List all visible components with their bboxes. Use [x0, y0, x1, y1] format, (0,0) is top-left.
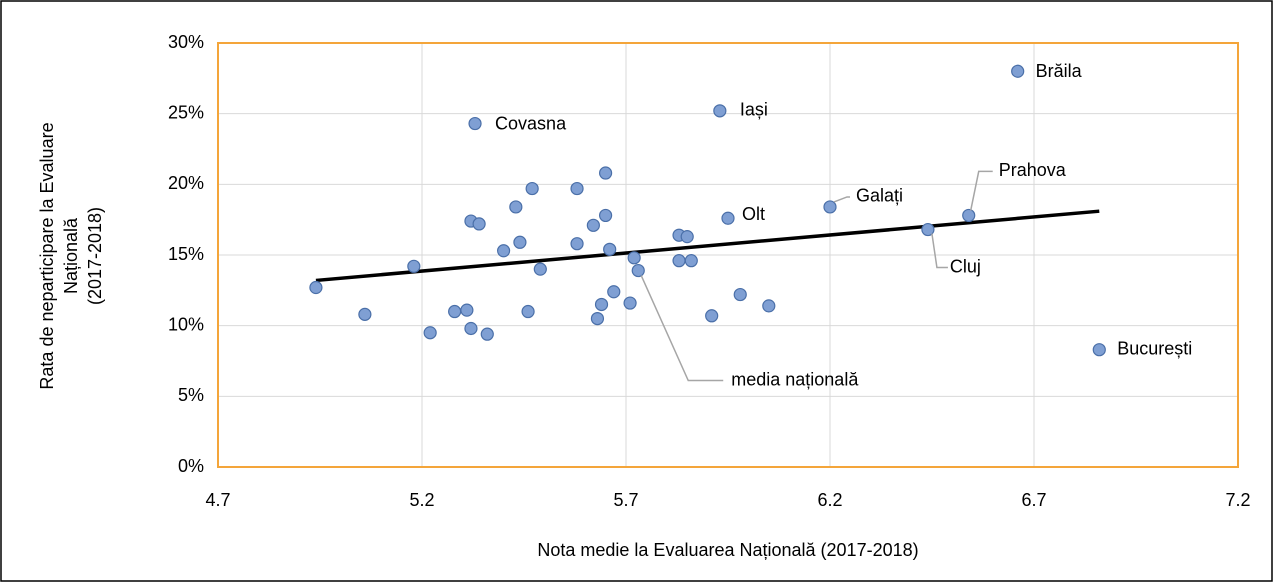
scatter-point [921, 222, 935, 237]
x-tick-label: 6.2 [817, 490, 842, 510]
scatter-point [460, 303, 474, 317]
point-label: Prahova [999, 160, 1067, 180]
y-axis-title-line: (2017-2018) [85, 207, 105, 305]
scatter-point [497, 244, 511, 258]
scatter-point [309, 280, 323, 295]
y-tick-label: 25% [168, 102, 204, 122]
scatter-point [623, 296, 637, 310]
point-label: Galați [856, 186, 903, 206]
leader-line [969, 170, 993, 211]
scatter-point [713, 104, 727, 118]
y-tick-label: 20% [168, 173, 204, 193]
point-label: Iași [740, 100, 768, 120]
scatter-point [684, 254, 698, 268]
scatter-point [721, 211, 735, 225]
scatter-point [733, 287, 747, 302]
scatter-point [1011, 64, 1025, 78]
point-label: Covasna [495, 113, 567, 133]
scatter-point [464, 321, 478, 336]
scatter-point [468, 116, 482, 131]
y-tick-label: 0% [178, 456, 204, 476]
scatter-point [407, 259, 421, 273]
scatter-point [603, 242, 617, 256]
x-tick-label: 5.7 [613, 490, 638, 510]
scatter-point [1092, 343, 1106, 357]
scatter-point [627, 251, 641, 265]
scatter-point [509, 200, 523, 214]
scatter-point [598, 208, 613, 223]
scatter-point [358, 307, 372, 321]
scatter-point [672, 254, 686, 268]
x-tick-label: 4.7 [205, 490, 230, 510]
scatter-point [525, 181, 539, 196]
y-tick-label: 15% [168, 244, 204, 264]
scatter-point [448, 304, 462, 319]
scatter-point [705, 309, 719, 323]
point-label: Olt [742, 204, 765, 224]
scatter-point [631, 263, 645, 278]
trend-line [315, 209, 1100, 283]
y-axis-title-line: Rata de neparticipare la Evaluare [37, 122, 57, 389]
leader-line [931, 233, 948, 269]
scatter-point [680, 230, 694, 244]
scatter-point [513, 235, 527, 249]
scatter-point [594, 297, 609, 312]
x-tick-label: 5.2 [409, 490, 434, 510]
point-label: Cluj [950, 256, 981, 276]
leader-line [833, 196, 850, 203]
point-label: Brăila [1036, 61, 1083, 81]
x-tick-label: 7.2 [1225, 490, 1250, 510]
scatter-point [570, 181, 584, 196]
scatter-point [521, 304, 535, 319]
scatter-point [598, 166, 613, 180]
y-tick-label: 5% [178, 385, 204, 405]
y-tick-label: 10% [168, 314, 204, 334]
scatter-point [570, 237, 584, 251]
point-label: media națională [731, 369, 859, 389]
scatter-point [423, 326, 437, 340]
scatter-point [472, 217, 486, 231]
scatter-point [586, 218, 600, 232]
x-tick-label: 6.7 [1021, 490, 1046, 510]
scatter-point [607, 285, 621, 299]
y-axis-title-line: Națională [61, 217, 81, 294]
leader-line [640, 275, 724, 382]
x-axis-title: Nota medie la Evaluarea Națională (2017-… [537, 540, 918, 560]
scatter-point [962, 208, 976, 223]
scatter-point [823, 200, 837, 214]
point-label: București [1117, 338, 1192, 358]
y-tick-label: 30% [168, 32, 204, 52]
scatter-point [480, 327, 494, 341]
scatter-point [533, 262, 547, 276]
plot-border [217, 42, 1239, 468]
y-axis-title: Rata de neparticipare la Evaluare Națion… [37, 122, 105, 389]
scatter-point [762, 299, 776, 313]
scatter-point [590, 312, 605, 326]
